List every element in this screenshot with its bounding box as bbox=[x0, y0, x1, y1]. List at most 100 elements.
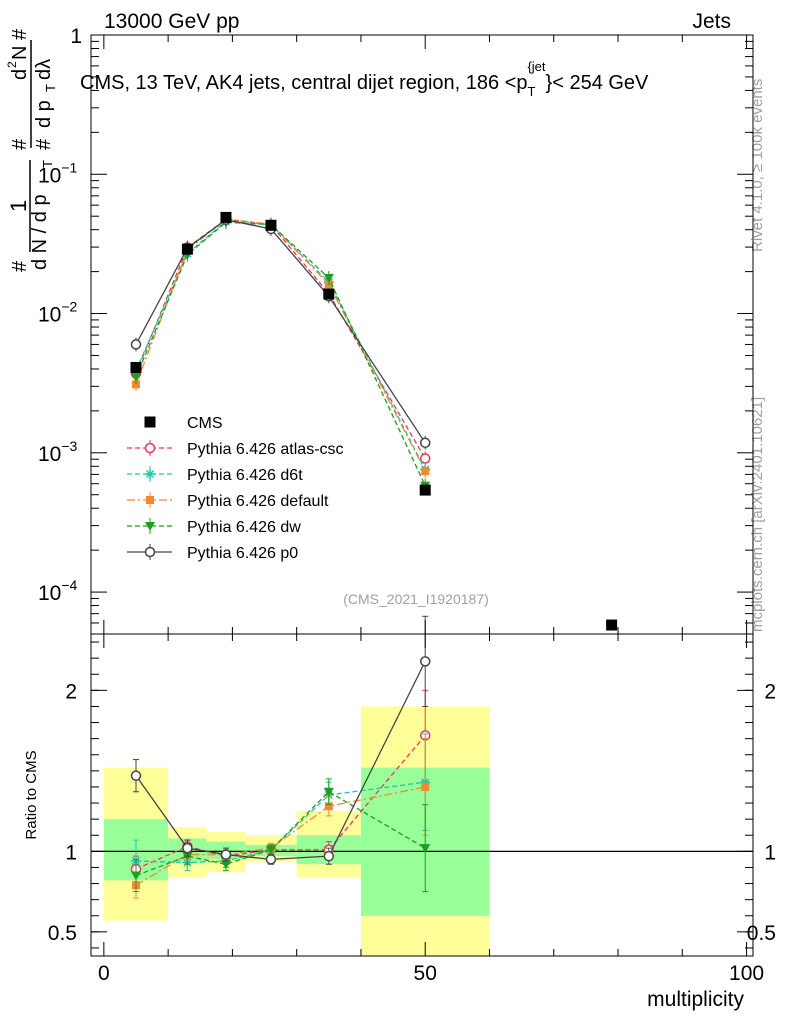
legend-label: Pythia 6.426 dw bbox=[187, 519, 301, 536]
y-tick-exponent: −3 bbox=[61, 438, 77, 454]
ratio-point-3 bbox=[323, 787, 334, 797]
chart-title-end: }< 254 GeV bbox=[546, 72, 650, 94]
category-label: Jets bbox=[692, 10, 731, 33]
y-label-hash-1: # bbox=[9, 260, 31, 272]
ratio-y-axis-label: Ratio to CMS bbox=[23, 750, 40, 839]
ratio-line-4 bbox=[135, 661, 426, 861]
legend-marker bbox=[145, 469, 155, 479]
mcplots-label: mcplots.cern.ch [arXiv:2401.10621] bbox=[749, 397, 766, 632]
y-label-t-sub-2: T bbox=[43, 84, 58, 92]
legend-marker bbox=[144, 546, 156, 558]
x-tick-label: 100 bbox=[729, 962, 764, 985]
legend-marker bbox=[145, 522, 155, 531]
chart-title: CMS, 13 TeV, AK4 jets, central dijet reg… bbox=[80, 59, 649, 99]
ratio-point-3 bbox=[265, 845, 276, 855]
y-tick-label: 1 bbox=[70, 25, 82, 48]
legend-marker bbox=[144, 442, 156, 454]
data-point bbox=[181, 243, 193, 255]
ratio-point-4 bbox=[419, 656, 431, 667]
data-point bbox=[419, 484, 431, 496]
ratio-point-4 bbox=[265, 854, 277, 865]
series-line-3 bbox=[135, 221, 426, 487]
ratio-line-0 bbox=[135, 735, 426, 870]
legend-label: Pythia 6.426 d6t bbox=[187, 467, 303, 484]
ratio-point-4 bbox=[323, 850, 335, 862]
y-label-one: 1 bbox=[6, 200, 31, 212]
x-tick-label: 50 bbox=[414, 962, 437, 985]
y-tick-exponent: −4 bbox=[61, 577, 77, 593]
legend-label: Pythia 6.426 p0 bbox=[187, 545, 298, 562]
series-point-3 bbox=[130, 373, 141, 383]
y-label-sq: 2 bbox=[5, 61, 19, 68]
legend-marker bbox=[144, 416, 156, 428]
ratio-line-1 bbox=[135, 781, 426, 864]
y-tick-label: 10−2 bbox=[38, 299, 78, 327]
series-point-2 bbox=[421, 467, 430, 476]
y-label-t-sub: T bbox=[40, 160, 55, 168]
y-tick-label: 10−3 bbox=[38, 438, 78, 466]
chart-title-main: CMS, 13 TeV, AK4 jets, central dijet reg… bbox=[80, 72, 528, 94]
ratio-y-tick-label: 1 bbox=[65, 841, 77, 864]
y-tick-label: 10−1 bbox=[38, 159, 78, 187]
series-point-3 bbox=[323, 273, 334, 283]
y-label-dlambda: dλ bbox=[33, 59, 55, 80]
legend-marker bbox=[146, 496, 154, 504]
series-line-2 bbox=[135, 218, 426, 472]
ratio-point-2 bbox=[324, 802, 333, 811]
ratio-y-tick-label: 2 bbox=[65, 680, 77, 703]
legend-label: CMS bbox=[187, 415, 223, 432]
ratio-point-2 bbox=[421, 782, 430, 791]
y-tick-exponent: −1 bbox=[61, 159, 77, 175]
ratio-y-tick-label-right: 2 bbox=[764, 680, 776, 703]
ratio-line-3 bbox=[135, 790, 426, 877]
ratio-y-tick-label-right: 0.5 bbox=[747, 922, 776, 945]
series-point-4 bbox=[419, 437, 431, 449]
y-tick-base: 10 bbox=[38, 304, 61, 327]
y-label-hash-3: # bbox=[33, 138, 55, 150]
legend-label: Pythia 6.426 default bbox=[187, 493, 329, 510]
analysis-id: (CMS_2021_I1920187) bbox=[343, 591, 489, 607]
data-point bbox=[323, 288, 335, 300]
ratio-point-3 bbox=[420, 844, 431, 854]
ratio-point-4 bbox=[130, 770, 142, 781]
y-label-dn: d N / d p bbox=[29, 194, 51, 270]
legend-label: Pythia 6.426 atlas-csc bbox=[187, 441, 344, 458]
series-line-4 bbox=[135, 218, 426, 444]
chart-title-sub: T bbox=[528, 84, 536, 99]
ratio-point-4 bbox=[182, 842, 193, 854]
y-label-hash-4: # bbox=[9, 28, 31, 40]
y-axis-label: # 1 d N / d p T # d 2 N # d p T dλ # bbox=[5, 28, 58, 272]
series-point-2 bbox=[131, 380, 140, 389]
y-label-hash-2: # bbox=[9, 138, 31, 150]
rivet-version-label: Rivet 4.1.0, ≥ 100k events bbox=[749, 79, 766, 252]
ratio-point-4 bbox=[220, 849, 232, 860]
energy-label: 13000 GeV pp bbox=[104, 10, 239, 33]
data-point bbox=[606, 619, 618, 631]
chart-title-sup: {jet bbox=[527, 59, 545, 74]
series-point-4 bbox=[130, 339, 142, 350]
asterisk-stroke bbox=[145, 469, 155, 479]
ratio-y-tick-label-right: 1 bbox=[764, 841, 776, 864]
y-label-n: N bbox=[9, 46, 31, 60]
ratio-point-3 bbox=[220, 860, 231, 870]
x-tick-label: 0 bbox=[98, 962, 110, 985]
series-line-1 bbox=[135, 220, 426, 470]
y-tick-exponent: −2 bbox=[61, 299, 77, 315]
ratio-panel-frame bbox=[90, 633, 754, 957]
ratio-point-3 bbox=[130, 871, 141, 881]
ratio-y-tick-label: 0.5 bbox=[48, 922, 77, 945]
y-tick-base: 10 bbox=[38, 164, 61, 187]
series-point-0 bbox=[419, 453, 431, 464]
series-line-0 bbox=[135, 218, 426, 459]
y-tick-base: 10 bbox=[38, 582, 61, 605]
y-label-dp: d p bbox=[33, 100, 55, 128]
legend: CMS Pythia 6.426 atlas-csc Pythia 6.426 d6… bbox=[127, 415, 344, 562]
y-label-d2: d bbox=[9, 69, 31, 80]
y-tick-label: 10−4 bbox=[38, 577, 78, 605]
y-tick-base: 10 bbox=[38, 443, 61, 466]
x-axis-label: multiplicity bbox=[647, 988, 744, 1011]
data-point bbox=[220, 211, 232, 223]
data-point bbox=[265, 219, 277, 231]
ratio-line-2 bbox=[135, 786, 426, 886]
